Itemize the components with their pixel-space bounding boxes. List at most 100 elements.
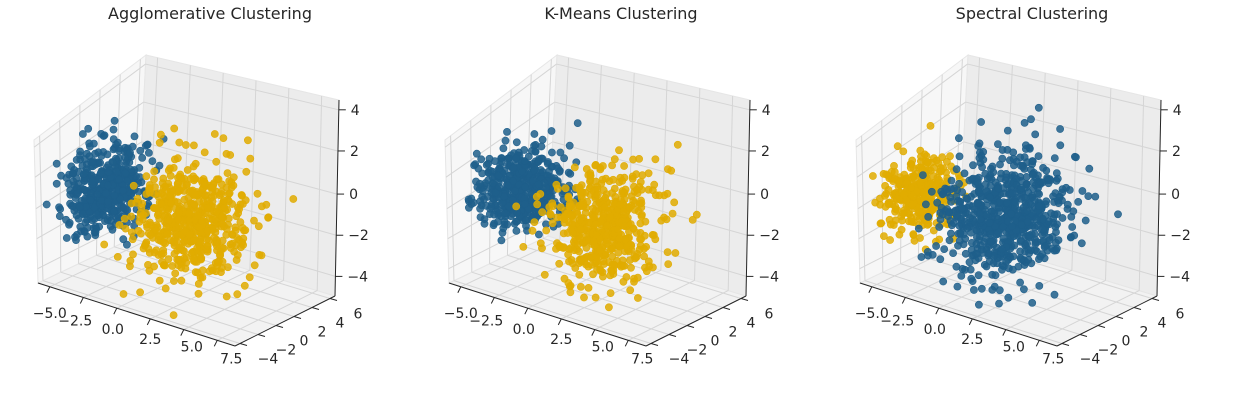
y-tick-label: 6 (1176, 307, 1185, 323)
scatter-point (135, 163, 144, 172)
scatter-point (967, 274, 976, 283)
scatter-point (250, 261, 259, 270)
scatter-point (917, 152, 925, 161)
scatter-point (974, 186, 983, 195)
scatter-point (542, 226, 551, 235)
scatter-point (610, 155, 619, 164)
scatter-point (618, 176, 627, 185)
scatter-point (110, 191, 119, 200)
scatter-point (472, 149, 481, 158)
scatter-point (121, 224, 130, 233)
scatter-point (180, 254, 189, 263)
scatter-point (567, 225, 575, 234)
scatter-point (604, 303, 613, 312)
x-tick (213, 340, 218, 347)
scatter-point (536, 166, 545, 174)
scatter-point (1009, 148, 1018, 157)
scatter-point (546, 210, 555, 219)
scatter-point (66, 199, 74, 208)
scatter-point (997, 245, 1006, 254)
gridline (444, 63, 557, 148)
scatter-point (600, 260, 608, 268)
scatter-point (76, 222, 85, 231)
scatter-point (1008, 222, 1016, 231)
scatter-point (886, 220, 895, 229)
x-tick (868, 286, 873, 294)
gridline (900, 263, 1099, 326)
scatter-point (1009, 161, 1018, 170)
scatter-point (88, 158, 97, 167)
scatter-point (1038, 250, 1047, 259)
z-tick-label: −4 (347, 269, 368, 285)
scatter-point (966, 214, 974, 222)
chart-title: Agglomerative Clustering (108, 4, 312, 23)
scatter-point (130, 132, 139, 141)
scatter-point (1022, 180, 1031, 189)
scatter-point (169, 163, 178, 172)
scatter-point (1027, 115, 1035, 124)
scatter-point (1003, 198, 1011, 207)
x-tick (624, 340, 629, 347)
gridline (42, 280, 241, 344)
scatter-point (490, 210, 498, 219)
scatter-point (175, 243, 184, 252)
scatter-point (203, 242, 212, 250)
scatter-point (110, 116, 119, 125)
scatter-point (509, 177, 517, 185)
x-axis-line (448, 282, 647, 347)
scatter-point (593, 190, 602, 199)
scatter-point (538, 135, 547, 144)
scatter-point (156, 130, 165, 139)
scatter-point (929, 226, 938, 235)
scatter-point (521, 183, 530, 191)
scatter-point (573, 119, 582, 127)
x-tick-label: 5.0 (181, 340, 203, 356)
scatter-point (946, 152, 954, 161)
scatter-point (644, 185, 653, 194)
scatter-point (512, 154, 520, 162)
scatter-point (975, 139, 984, 148)
scatter-point (520, 146, 529, 154)
scatter-point (894, 182, 903, 191)
x-tick (113, 307, 118, 315)
scatter-point (119, 235, 128, 244)
scatter-point (104, 197, 112, 206)
scatter-point (96, 158, 104, 167)
scatter-point (1002, 169, 1011, 178)
scatter-point (80, 186, 89, 194)
scatter-point (81, 218, 90, 227)
scatter-point (917, 163, 925, 172)
scatter-point (1058, 214, 1067, 222)
scatter-point (955, 179, 963, 188)
scatter-point (909, 230, 918, 239)
scatter-point (150, 167, 159, 176)
y-tick (740, 298, 749, 301)
scatter-point (116, 194, 124, 203)
scatter-point (169, 311, 178, 319)
scatter-point (560, 274, 569, 283)
gridline (864, 280, 1063, 344)
z-tick-label: 2 (761, 144, 770, 160)
gridline (855, 63, 968, 148)
scatter-point (890, 174, 899, 183)
scatter-point (190, 200, 198, 209)
scatter-point (121, 169, 130, 178)
scatter-point (899, 147, 908, 156)
scatter-point (200, 148, 209, 157)
scatter-point (935, 175, 943, 184)
scatter-point (289, 195, 298, 203)
z-tick-label: 2 (1172, 144, 1181, 160)
z-tick-label: 4 (762, 103, 771, 119)
scatter-point (531, 147, 540, 156)
z-tick-label: −2 (759, 228, 780, 244)
scatter-point (475, 179, 484, 188)
y-tick (311, 307, 320, 310)
scatter-point (982, 187, 991, 196)
scatter-point (988, 162, 997, 171)
x-tick (968, 318, 973, 326)
scatter-point (503, 127, 511, 136)
gridline (33, 63, 146, 148)
scatter-point (985, 193, 994, 202)
scatter-point (155, 138, 164, 147)
